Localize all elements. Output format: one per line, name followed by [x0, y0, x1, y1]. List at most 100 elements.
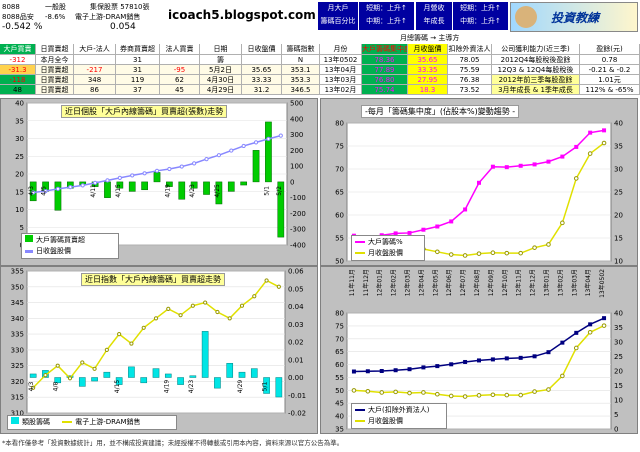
- chart-4-price-point: [462, 394, 468, 399]
- chart-4-price-point: [518, 392, 523, 398]
- chart-4-right-tick: 5: [614, 411, 618, 419]
- right-table-cell-0-3: 78.05: [448, 55, 492, 65]
- chart-1-left-tick: 10: [15, 206, 24, 214]
- right-table-header-0: 月份: [320, 44, 362, 55]
- right-table-header-3: 扣除外資法人: [448, 44, 492, 55]
- chart-1-title: 近日個股「大戶內線籌碼」買賣超(張數)走勢: [61, 105, 228, 118]
- chart-3-bar: [152, 368, 160, 378]
- chart-4-right-tick: 30: [614, 339, 623, 347]
- chart-3-bar: [91, 377, 98, 382]
- badge-chip-pct-line1: 月大戶: [327, 4, 349, 12]
- chart-4-left-tick: 40: [335, 413, 344, 421]
- chart-3-bar: [164, 373, 172, 378]
- chart-3-x-tick: 4/15: [114, 380, 121, 394]
- left-table-cell-1-3: 31: [116, 65, 160, 75]
- chart-3-point: [129, 341, 134, 346]
- right-table-cell-2-1: 76.80: [362, 75, 408, 85]
- chart-4-price-point: [351, 388, 357, 393]
- legend-4b-swatch: [355, 420, 365, 422]
- chart-1-bar: [203, 181, 210, 195]
- chart-2-chip-point: [588, 130, 593, 135]
- chart-1-bar: [104, 181, 111, 198]
- chart-1-right-tick: 0: [290, 178, 294, 186]
- chart-2-price-point: [587, 151, 593, 156]
- chart-4-left-tick: 35: [335, 426, 344, 434]
- chart-2-right-tick: 30: [614, 166, 623, 174]
- right-table-cell-2-0: 13年03月: [320, 75, 362, 85]
- chart-3-bar: [189, 375, 197, 378]
- chart-2-right-tick: 20: [614, 212, 623, 220]
- chart-4-price-point: [448, 393, 454, 399]
- chart-4-chip-point: [490, 357, 495, 362]
- left-table-cell-1-4: -95: [160, 65, 200, 75]
- chart-3-bar: [214, 377, 221, 389]
- chart-3-right-tick: 0.05: [288, 285, 304, 293]
- chart-2-chip-point: [393, 231, 398, 236]
- chart-2-chip-point: [463, 207, 468, 212]
- site-title[interactable]: icoach5.blogspot.com: [168, 8, 316, 22]
- chart-4-x-tick: 12年11月: [515, 269, 523, 296]
- chart-3-left-tick: 350: [11, 283, 24, 291]
- chart-3-point: [215, 309, 220, 315]
- badge-chip-pct-line2: 籌碼百分比: [320, 17, 356, 25]
- chart-3-bar: [250, 368, 258, 378]
- chart-2-chip-point: [518, 163, 523, 168]
- chart-1-point: [92, 180, 98, 185]
- chart-1-right-tick: -200: [290, 210, 306, 218]
- left-table-cell-0-0: -312: [0, 55, 36, 65]
- badge-chip-trend: 短期：上升↑ 中期：上升↑: [359, 2, 414, 30]
- chart-2-chip-point: [421, 227, 426, 232]
- chart-3-point: [80, 360, 85, 365]
- left-table-cell-0-4: [160, 55, 200, 65]
- chart-4-chip-point: [560, 340, 565, 345]
- legend-3b-label: 電子上游-DRAM銷售: [75, 418, 141, 426]
- left-table-cell-3-6: 31.2: [242, 85, 282, 95]
- chart-1-bar: [54, 181, 62, 211]
- chart-4-left-tick: 60: [335, 361, 344, 369]
- chart-4-chip-point: [463, 359, 468, 364]
- chart-3-right-tick: 0.03: [288, 321, 304, 329]
- right-table-cell-0-0: 13年0502: [320, 55, 362, 65]
- chart-3-bar: [226, 363, 234, 378]
- chart-1-point: [192, 161, 197, 166]
- chart-2-price-point: [546, 242, 551, 247]
- legend-2b-label: 月收盤股價: [368, 249, 403, 257]
- chart-1-point: [80, 183, 85, 188]
- chart-1-bar: [166, 181, 173, 187]
- legend-3a-label: 類股籌碼: [22, 418, 50, 426]
- chart-1-point: [229, 148, 234, 153]
- chart-4-price-point: [546, 387, 551, 392]
- legend-1a-label: 大戶籌碼買賣超: [36, 236, 85, 244]
- chart-2-chip-point: [477, 180, 481, 185]
- chart-4-chip-point: [393, 368, 398, 373]
- left-table-header-0: 大戶買賣: [0, 44, 36, 55]
- left-table-cell-1-2: -217: [74, 65, 116, 75]
- legend-1b: 日收盤股價: [25, 246, 115, 257]
- chart-3-point: [153, 316, 159, 321]
- chart-4-chip-point: [546, 350, 551, 355]
- right-table-cell-3-5: 112% & -65%: [580, 85, 640, 95]
- chart-4-x-tick: 12年03月: [404, 269, 412, 296]
- chart-2-price-point: [462, 253, 468, 258]
- chart-1-left-tick: 5: [20, 224, 24, 232]
- left-table-header-5: 日期: [200, 44, 242, 55]
- chart-1-bar: [141, 181, 148, 191]
- chart-3-point: [117, 332, 122, 337]
- chart-4-chip-point: [379, 369, 384, 373]
- chart-3-point: [67, 376, 73, 381]
- chart-2-chip-point: [490, 164, 495, 169]
- chart-3-x-tick: 5/1: [262, 381, 269, 391]
- chart-1-x-tick: 5/1: [263, 186, 270, 196]
- legend-3a-swatch: [11, 417, 19, 424]
- chart-4-price-point: [560, 373, 565, 379]
- chart-1-bar: [178, 181, 186, 200]
- industry-label: 電子上游-DRAM銷售: [75, 13, 141, 21]
- chart-1-point: [278, 133, 283, 138]
- logo: 投資教練: [510, 2, 638, 32]
- right-table-cell-3-2: 18.3: [408, 85, 448, 95]
- chart-3-right-tick: 0.04: [288, 303, 304, 311]
- right-table-cell-2-4: 2012年前三季每股盈餘: [492, 75, 580, 85]
- chart-3-point: [252, 294, 257, 299]
- chart-3-point: [55, 363, 60, 368]
- left-table-cell-2-0: -118: [0, 75, 36, 85]
